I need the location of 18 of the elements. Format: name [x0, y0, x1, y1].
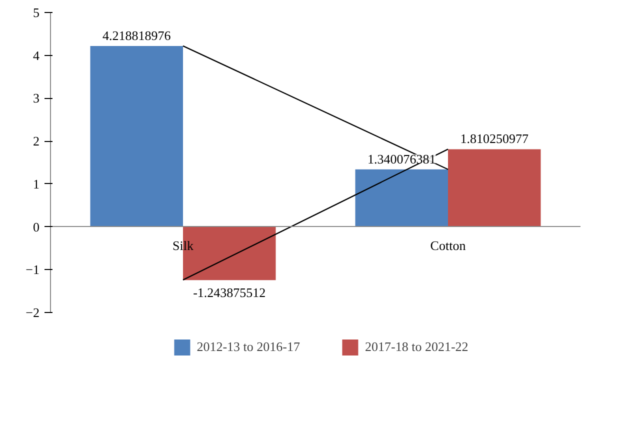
bar: [355, 169, 448, 227]
data-label: -1.243875512: [193, 285, 266, 300]
data-label: 1.810250977: [460, 131, 529, 146]
data-label: 4.218818976: [102, 28, 172, 43]
x-tick-label: Cotton: [430, 238, 466, 253]
y-tick-label: 3: [33, 90, 40, 106]
legend-label: 2012-13 to 2016-17: [196, 339, 300, 355]
y-tick-label: 5: [33, 5, 40, 20]
data-label: 1.340076381: [368, 151, 436, 166]
y-tick-label: −1: [26, 262, 40, 278]
bar: [448, 149, 541, 227]
legend-label: 2017-18 to 2021-22: [365, 339, 468, 355]
y-tick-label: 2: [33, 134, 40, 149]
bar: [90, 46, 183, 227]
y-tick-label: 0: [33, 219, 40, 234]
y-tick-label: 1: [33, 176, 40, 192]
y-tick-label: 4: [33, 48, 40, 63]
y-tick-label: −2: [26, 305, 40, 320]
